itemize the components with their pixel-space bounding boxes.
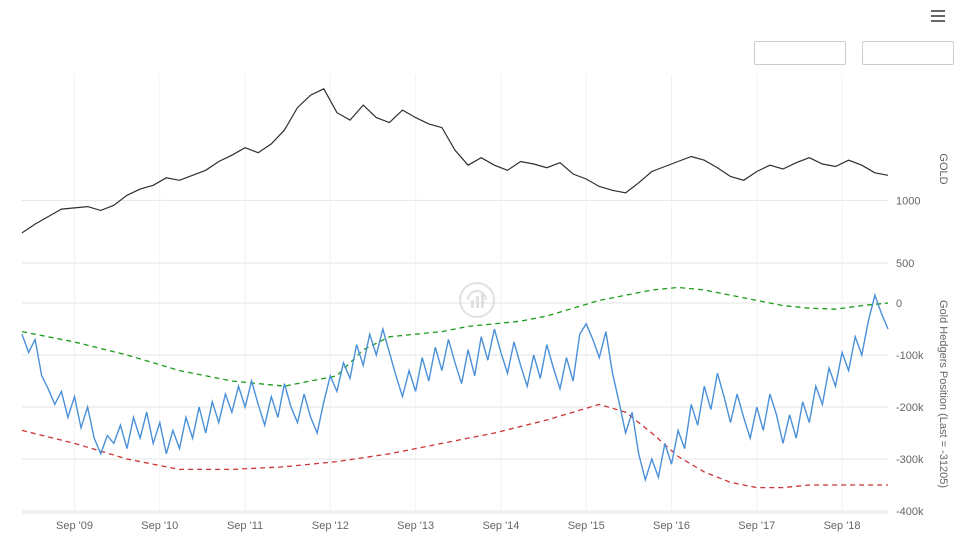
plot-svg[interactable]: 500 1000 GOLD -400k -300k -200k -100k 0 Gold Hed…	[12, 75, 952, 535]
series-upper-band	[22, 287, 888, 386]
svg-text:1000: 1000	[896, 195, 920, 207]
legend-row	[10, 13, 954, 35]
svg-text:-400k: -400k	[896, 506, 924, 518]
svg-text:Gold Hedgers Position (Last =: Gold Hedgers Position (Last = -31205)	[937, 300, 949, 488]
legend-swatch-hedgers	[494, 24, 508, 26]
chart-container: 500 1000 GOLD -400k -300k -200k -100k 0 Gold Hed…	[0, 0, 964, 556]
chart-title-row	[10, 5, 954, 13]
svg-text:-200k: -200k	[896, 402, 924, 414]
svg-text:-100k: -100k	[896, 350, 924, 362]
legend-item-gold[interactable]	[450, 17, 470, 31]
svg-text:Sep '17: Sep '17	[738, 520, 775, 532]
svg-text:-300k: -300k	[896, 454, 924, 466]
svg-text:500: 500	[896, 258, 914, 270]
hamburger-menu-icon[interactable]	[930, 9, 946, 23]
controls-row	[10, 35, 954, 75]
svg-text:Sep '11: Sep '11	[227, 520, 263, 532]
plot-area: 500 1000 GOLD -400k -300k -200k -100k 0 Gold Hed…	[12, 75, 952, 535]
svg-text:Sep '13: Sep '13	[397, 520, 434, 532]
series-gold	[22, 89, 888, 233]
from-date-input[interactable]	[754, 41, 846, 65]
svg-text:Sep '18: Sep '18	[824, 520, 861, 532]
svg-text:GOLD: GOLD	[937, 153, 949, 184]
svg-text:Sep '16: Sep '16	[653, 520, 690, 532]
svg-text:Sep '12: Sep '12	[312, 520, 349, 532]
svg-text:Sep '15: Sep '15	[568, 520, 605, 532]
svg-text:Sep '14: Sep '14	[482, 520, 519, 532]
svg-text:0: 0	[896, 298, 902, 310]
svg-text:Sep '10: Sep '10	[141, 520, 178, 532]
series-lower-band	[22, 404, 888, 487]
legend-item-hedgers[interactable]	[494, 17, 514, 31]
date-range-controls	[746, 41, 954, 65]
to-date-input[interactable]	[862, 41, 954, 65]
svg-text:Sep '09: Sep '09	[56, 520, 93, 532]
legend-swatch-gold	[450, 24, 464, 26]
series-hedgers	[22, 295, 888, 480]
